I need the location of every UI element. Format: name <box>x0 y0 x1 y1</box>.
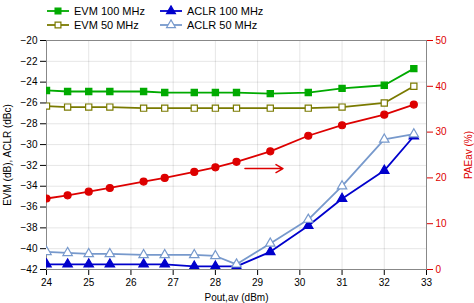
svg-text:20: 20 <box>436 172 448 183</box>
svg-text:24: 24 <box>41 277 53 288</box>
svg-text:40: 40 <box>436 81 448 92</box>
svg-text:−30: −30 <box>21 139 38 150</box>
svg-text:25: 25 <box>83 277 95 288</box>
svg-text:30: 30 <box>294 277 306 288</box>
svg-text:−40: −40 <box>21 243 38 254</box>
svg-text:Pout,av (dBm): Pout,av (dBm) <box>205 292 269 303</box>
svg-text:−32: −32 <box>21 160 38 171</box>
svg-text:−38: −38 <box>21 222 38 233</box>
svg-text:−22: −22 <box>21 56 38 67</box>
svg-text:50: 50 <box>436 35 448 46</box>
html-text:ACLR 100 MHz: ACLR 100 MHz <box>186 5 264 17</box>
svg-text:27: 27 <box>168 277 180 288</box>
svg-text:−28: −28 <box>21 118 38 129</box>
svg-text:10: 10 <box>436 218 448 229</box>
html-text:EVM 50 MHz: EVM 50 MHz <box>74 19 139 31</box>
svg-text:−36: −36 <box>21 201 38 212</box>
svg-text:33: 33 <box>421 277 433 288</box>
svg-text:−20: −20 <box>21 35 38 46</box>
svg-text:26: 26 <box>125 277 137 288</box>
svg-text:32: 32 <box>379 277 391 288</box>
svg-text:−34: −34 <box>21 180 38 191</box>
svg-text:0: 0 <box>436 264 442 275</box>
svg-text:−42: −42 <box>21 264 38 275</box>
html-text:EVM 100 MHz: EVM 100 MHz <box>74 5 145 17</box>
html-text:ACLR 50 MHz: ACLR 50 MHz <box>186 19 258 31</box>
svg-text:EVM (dB), ACLR (dBc): EVM (dB), ACLR (dBc) <box>2 104 13 206</box>
svg-text:29: 29 <box>252 277 264 288</box>
svg-text:−24: −24 <box>21 76 38 87</box>
svg-text:30: 30 <box>436 126 448 137</box>
svg-text:31: 31 <box>336 277 348 288</box>
svg-text:−26: −26 <box>21 97 38 108</box>
svg-text:PAEav (%): PAEav (%) <box>463 131 474 179</box>
svg-text:28: 28 <box>210 277 222 288</box>
